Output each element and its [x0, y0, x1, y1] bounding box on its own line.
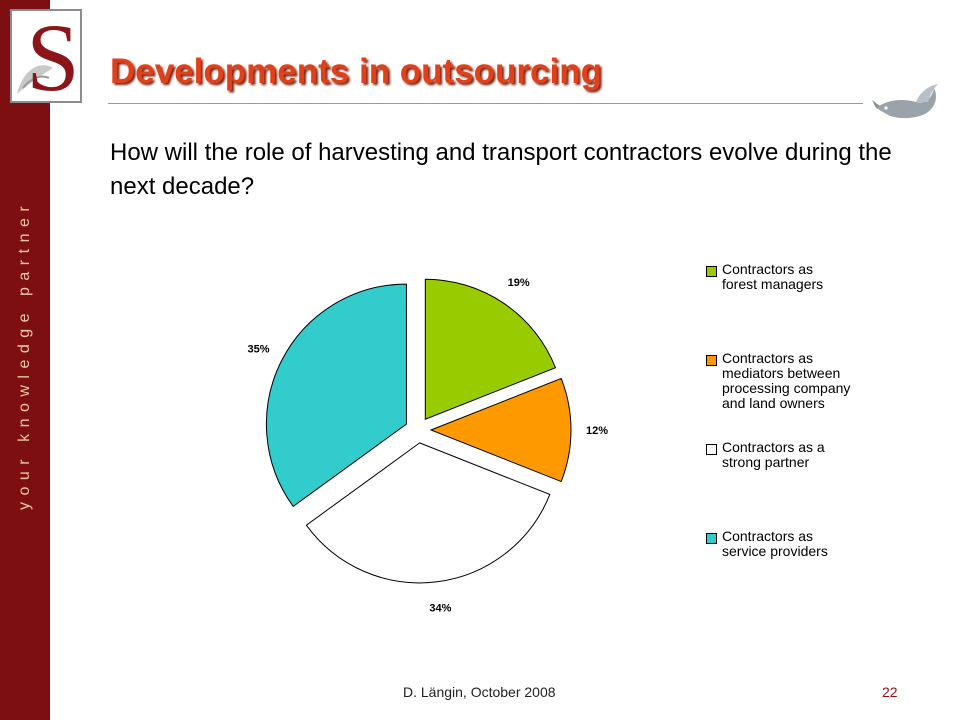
legend-item-forest-managers: Contractors as forest managers: [706, 262, 823, 292]
legend-swatch: [706, 355, 717, 366]
pie-labels: 19% 12% 34% 35%: [247, 277, 608, 615]
legend-label: Contractors as forest managers: [722, 261, 824, 292]
university-logo: S: [9, 4, 99, 111]
sidebar-band: your knowledge partner: [0, 0, 50, 720]
chart-legend: Contractors as forest managers Contracto…: [706, 262, 906, 582]
pie-slices: [265, 278, 572, 584]
legend-swatch: [706, 533, 717, 544]
tagline: your knowledge partner: [16, 199, 33, 511]
legend-label: Contractors as a strong partner: [722, 439, 825, 470]
page-title: Developments in outsourcing: [110, 52, 602, 91]
question-text: How will the role of harvesting and tran…: [110, 139, 892, 200]
pie-label-mediators: 12%: [586, 425, 608, 437]
pie-chart: 19% 12% 34% 35%: [247, 277, 608, 615]
pie-label-forest-managers: 19%: [508, 277, 530, 289]
fish-icon: [872, 78, 942, 128]
footer-author-date: D. Längin, October 2008: [403, 684, 556, 700]
legend-label: Contractors as mediators between process…: [722, 350, 851, 411]
title-divider: [108, 103, 863, 104]
pie-slice-strong-partner: [305, 442, 551, 584]
pie-label-strong-partner: 34%: [429, 603, 451, 615]
legend-label: Contractors as service providers: [722, 528, 828, 559]
page-number: 22: [882, 684, 898, 700]
legend-swatch: [706, 266, 717, 277]
logo-letter: S: [26, 8, 79, 104]
pie-slice-mediators: [429, 377, 572, 483]
pie-slice-forest-managers: [424, 278, 557, 420]
pie-slice-service-providers: [265, 283, 407, 508]
legend-item-service-providers: Contractors as service providers: [706, 529, 828, 559]
pie-label-service-providers: 35%: [247, 344, 269, 356]
legend-item-strong-partner: Contractors as a strong partner: [706, 440, 825, 470]
legend-swatch: [706, 444, 717, 455]
legend-item-mediators: Contractors as mediators between process…: [706, 351, 850, 411]
